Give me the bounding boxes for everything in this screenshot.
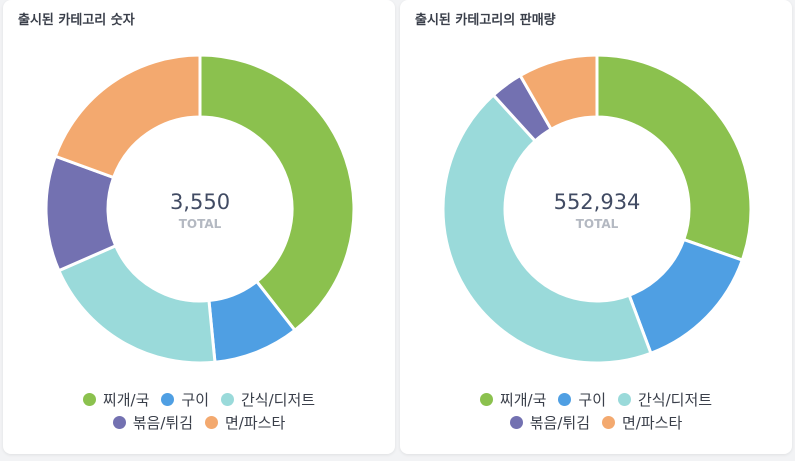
legend-dot-snack <box>618 393 631 406</box>
legend-dot-stew <box>480 393 493 406</box>
legend-row: 볶음/튀김 면/파스타 <box>3 411 395 433</box>
donut-slice-2[interactable] <box>59 246 215 363</box>
legend-dot-stew <box>83 393 96 406</box>
donut-slice-1[interactable] <box>629 240 742 354</box>
legend-dot-grill <box>558 393 571 406</box>
legend-item-noodle[interactable]: 면/파스타 <box>205 412 285 433</box>
legend-label: 구이 <box>181 389 209 410</box>
total-value: 552,934 <box>554 190 641 214</box>
legend-label: 간식/디저트 <box>638 389 712 410</box>
donut-slice-2[interactable] <box>443 95 651 363</box>
legend-row: 볶음/튀김 면/파스타 <box>400 411 792 433</box>
legend-label: 볶음/튀김 <box>133 412 193 433</box>
legend: 찌개/국 구이 간식/디저트 볶음/튀김 면/파스타 <box>400 388 792 434</box>
legend-dot-noodle <box>205 416 218 429</box>
legend-item-grill[interactable]: 구이 <box>558 389 606 410</box>
legend-row: 찌개/국 구이 간식/디저트 <box>400 388 792 410</box>
legend-label: 볶음/튀김 <box>530 412 590 433</box>
total-label: TOTAL <box>179 217 222 231</box>
legend-dot-snack <box>221 393 234 406</box>
legend-dot-grill <box>161 393 174 406</box>
donut-slice-4[interactable] <box>55 55 200 177</box>
total-label: TOTAL <box>576 217 619 231</box>
legend-row: 찌개/국 구이 간식/디저트 <box>3 388 395 410</box>
total-value: 3,550 <box>170 190 230 214</box>
category-sales-card: 출시된 카테고리의 판매량 552,934 TOTAL 찌개/국 구이 간식/디… <box>400 0 792 454</box>
legend-item-grill[interactable]: 구이 <box>161 389 209 410</box>
legend-dot-noodle <box>602 416 615 429</box>
legend-label: 찌개/국 <box>103 389 149 410</box>
legend-label: 면/파스타 <box>225 412 285 433</box>
legend-dot-stirfry <box>510 416 523 429</box>
legend-label: 간식/디저트 <box>241 389 315 410</box>
donut-svg: 3,550 TOTAL <box>43 52 357 366</box>
chart-title: 출시된 카테고리의 판매량 <box>415 9 556 28</box>
legend-item-stew[interactable]: 찌개/국 <box>480 389 546 410</box>
chart-title: 출시된 카테고리 숫자 <box>18 9 135 28</box>
legend-item-snack[interactable]: 간식/디저트 <box>221 389 315 410</box>
legend-dot-stirfry <box>113 416 126 429</box>
category-sales-donut-chart: 552,934 TOTAL <box>440 52 754 366</box>
legend: 찌개/국 구이 간식/디저트 볶음/튀김 면/파스타 <box>3 388 395 434</box>
legend-label: 구이 <box>578 389 606 410</box>
category-count-card: 출시된 카테고리 숫자 3,550 TOTAL 찌개/국 구이 간식/디저트 <box>3 0 395 454</box>
donut-svg: 552,934 TOTAL <box>440 52 754 366</box>
legend-item-stirfry[interactable]: 볶음/튀김 <box>510 412 590 433</box>
legend-label: 찌개/국 <box>500 389 546 410</box>
donut-slice-0[interactable] <box>597 55 751 260</box>
legend-label: 면/파스타 <box>622 412 682 433</box>
category-count-donut-chart: 3,550 TOTAL <box>43 52 357 366</box>
legend-item-noodle[interactable]: 면/파스타 <box>602 412 682 433</box>
legend-item-snack[interactable]: 간식/디저트 <box>618 389 712 410</box>
legend-item-stew[interactable]: 찌개/국 <box>83 389 149 410</box>
legend-item-stirfry[interactable]: 볶음/튀김 <box>113 412 193 433</box>
